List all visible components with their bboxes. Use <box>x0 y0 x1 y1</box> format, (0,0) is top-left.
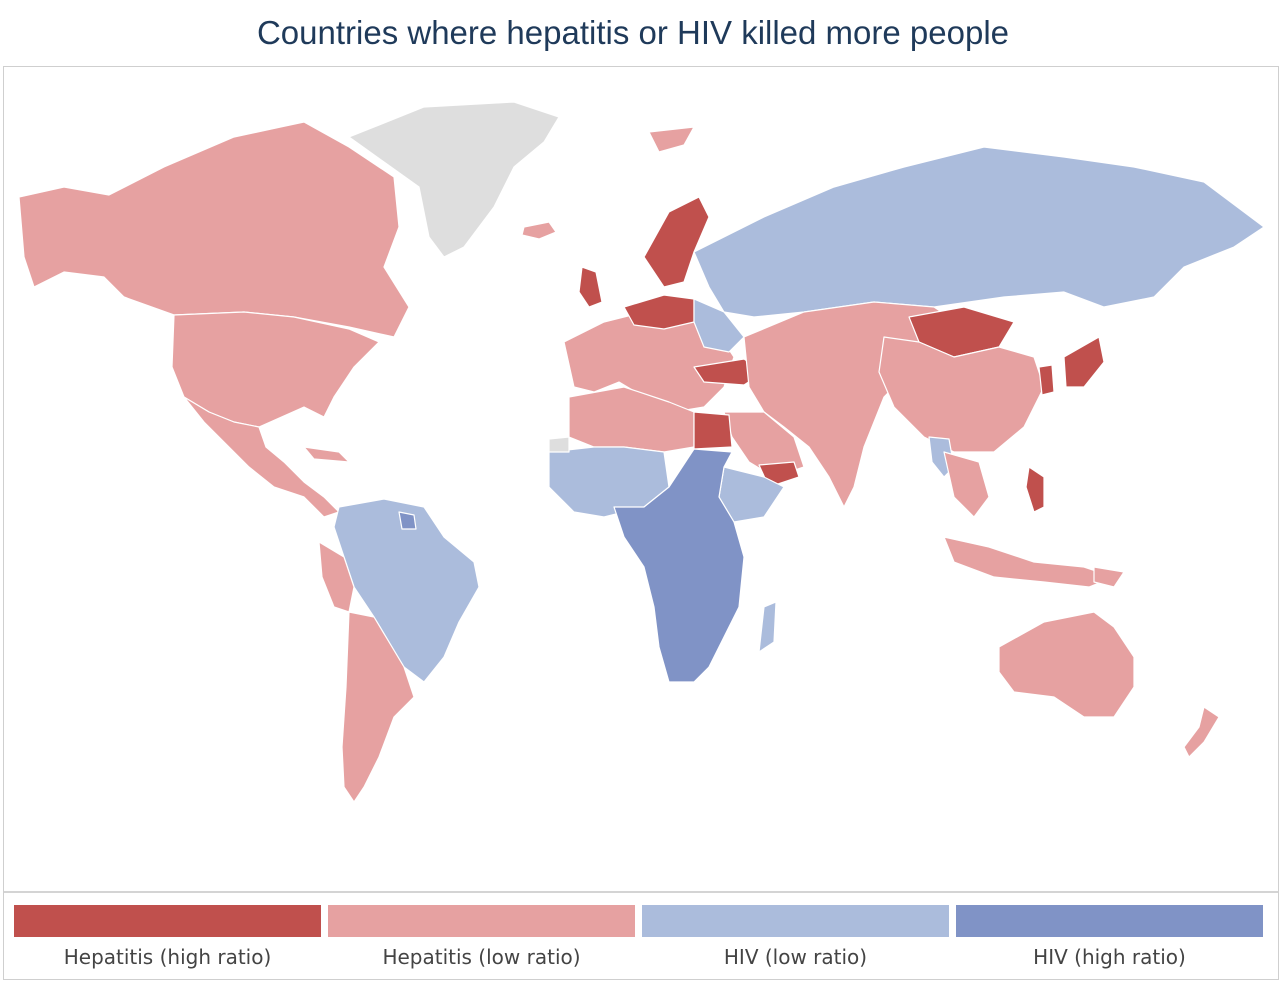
legend-item-hepatitis-high: Hepatitis (high ratio) <box>14 905 321 975</box>
region-sub-saharan-africa[interactable] <box>613 448 745 683</box>
legend-item-hiv-low: HIV (low ratio) <box>642 905 949 975</box>
region-egypt[interactable] <box>693 411 733 450</box>
region-mexico[interactable] <box>183 396 340 518</box>
region-western-sahara[interactable] <box>548 436 570 453</box>
world-map[interactable] <box>4 67 1278 890</box>
region-uk[interactable] <box>578 266 603 308</box>
legend-swatch <box>956 905 1263 937</box>
region-china[interactable] <box>878 336 1045 453</box>
region-north-africa[interactable] <box>568 386 695 453</box>
legend-divider <box>4 891 1278 893</box>
region-canada-alaska[interactable] <box>18 121 410 338</box>
region-cuba[interactable] <box>303 446 350 463</box>
legend-item-hepatitis-low: Hepatitis (low ratio) <box>328 905 635 975</box>
region-new-zealand[interactable] <box>1183 706 1220 758</box>
legend-swatch <box>328 905 635 937</box>
region-argentina[interactable] <box>341 611 415 803</box>
region-madagascar[interactable] <box>758 601 777 653</box>
region-papua[interactable] <box>1093 566 1125 588</box>
legend-label: HIV (high ratio) <box>1033 945 1186 969</box>
region-svalbard[interactable] <box>648 126 695 153</box>
region-indonesia[interactable] <box>943 536 1115 588</box>
legend-label: Hepatitis (high ratio) <box>63 945 272 969</box>
region-philippines[interactable] <box>1025 466 1045 513</box>
legend-label: HIV (low ratio) <box>723 945 868 969</box>
map-title: Countries where hepatitis or HIV killed … <box>256 14 1010 51</box>
region-korea[interactable] <box>1038 364 1055 396</box>
region-australia[interactable] <box>998 611 1135 718</box>
region-iceland[interactable] <box>521 221 557 240</box>
legend: Hepatitis (high ratio) Hepatitis (low ra… <box>14 905 1264 975</box>
region-japan[interactable] <box>1063 336 1105 388</box>
region-central-europe[interactable] <box>623 294 695 330</box>
region-scandinavia[interactable] <box>643 196 710 288</box>
legend-swatch <box>642 905 949 937</box>
region-ukraine[interactable] <box>693 298 745 353</box>
region-southeast-asia[interactable] <box>943 451 990 518</box>
region-guyana[interactable] <box>398 511 417 530</box>
legend-swatch <box>14 905 321 937</box>
region-greenland[interactable] <box>348 101 560 258</box>
legend-label: Hepatitis (low ratio) <box>382 945 581 969</box>
region-russia[interactable] <box>693 146 1265 318</box>
legend-item-hiv-high: HIV (high ratio) <box>956 905 1263 975</box>
